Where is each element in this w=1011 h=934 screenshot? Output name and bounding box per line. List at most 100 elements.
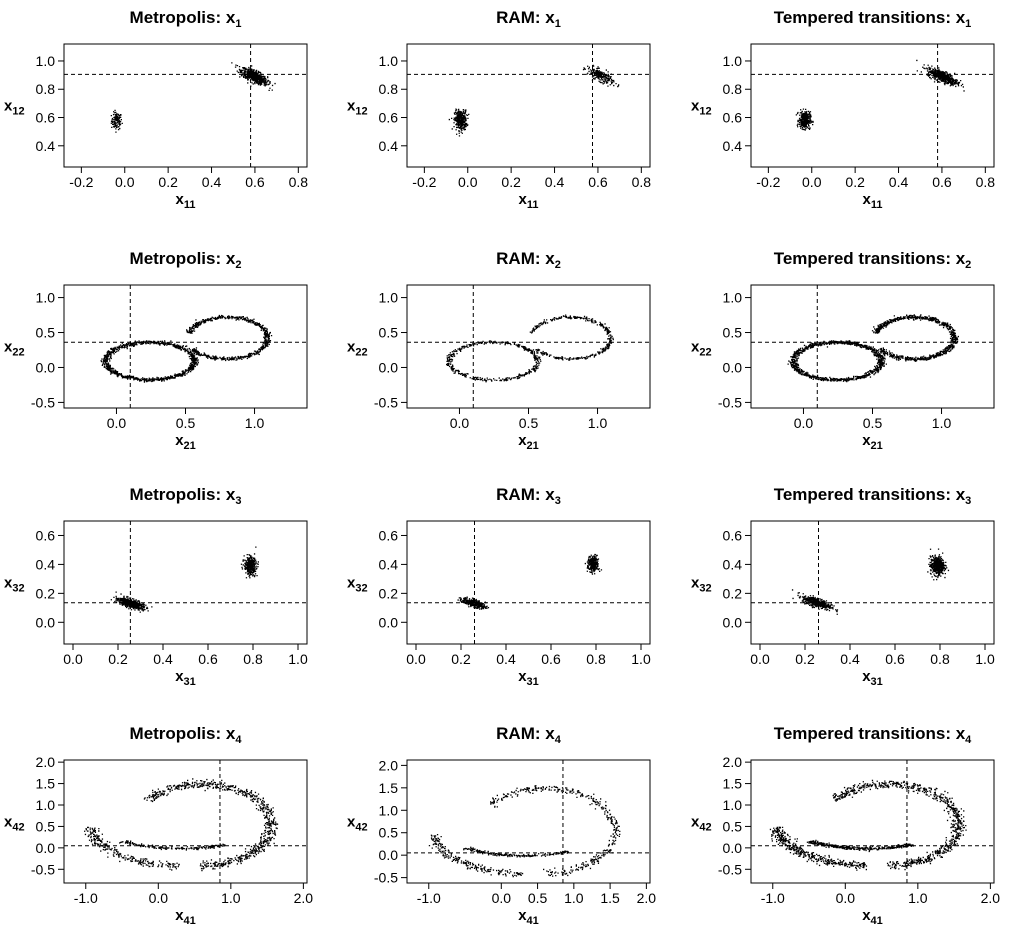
y-tick-label: -0.5 [718, 861, 742, 877]
x-axis-label: x31 [175, 668, 196, 688]
x-axis-label-subscript: 21 [527, 440, 539, 452]
x-tick-label: 1.0 [631, 651, 651, 667]
panel-title: RAM: x2 [496, 249, 561, 271]
scatter-panel: Metropolis: x20.0 0.5 1.0-0.50.00.51.0x21x… [4, 249, 308, 452]
y-axis-label: x42 [347, 814, 368, 834]
y-tick-label: 0.4 [723, 138, 743, 154]
x-tick-label: -0.2 [69, 174, 93, 190]
x-tick-label: 0.0 [492, 890, 512, 906]
x-tick-label: 1.0 [564, 890, 584, 906]
x-tick-label: 0.5 [176, 415, 196, 431]
y-tick-label: 0.0 [36, 614, 56, 630]
scatter-panel: RAM: x30.0 0.2 0.4 0.6 0.8 1.00.00.20.40.6x31… [347, 485, 651, 688]
scatter-panel: RAM: x4 -1.0 0.0 0.5 1.0 1.5 2.0 -0.5 0.0 0.5 1.0 1… [347, 724, 656, 927]
data-points [795, 59, 965, 131]
y-tick-label: 2.0 [36, 754, 56, 770]
x-axis-label-main: x [175, 907, 184, 924]
y-tick-label: 0.0 [36, 840, 56, 856]
panel-title-main: Tempered transitions: x [774, 485, 966, 504]
scatter-point-cloud [791, 548, 950, 615]
y-tick-label: 1.0 [723, 290, 743, 306]
panel-title-subscript: 2 [965, 259, 971, 271]
x-tick-label: 0.8 [930, 651, 950, 667]
scatter-point-cloud [787, 314, 959, 383]
panel-title: Metropolis: x3 [130, 485, 242, 507]
x-axis-label-subscript: 41 [527, 915, 539, 927]
y-axis-label-main: x [4, 814, 13, 831]
x-axis-label: x21 [175, 432, 196, 452]
x-tick-label: 2.0 [637, 890, 657, 906]
x-tick-label: 0.2 [158, 174, 178, 190]
y-axis-label: x22 [691, 339, 712, 359]
scatter-panel: Metropolis: x4 -1.0 0.0 1.0 2.0 -0.5 0.0 0.5 1.0… [4, 724, 313, 927]
scatter-point-cloud [795, 59, 965, 131]
x-axis-label-subscript: 21 [871, 440, 883, 452]
x-tick-label: 0.4 [153, 651, 173, 667]
data-points [110, 546, 259, 613]
y-axis-label: x32 [347, 575, 368, 595]
x-tick-label: 2.0 [294, 890, 314, 906]
scatter-point-cloud [428, 785, 621, 878]
y-axis-label-subscript: 22 [355, 347, 367, 359]
scatter-panel: Metropolis: x1 -0.2 0.0 0.2 0.4 0.6 0.8 0.4 0.6 0… [4, 8, 308, 211]
panel-title-subscript: 1 [555, 18, 561, 30]
panel-title: Tempered transitions: x1 [774, 8, 972, 30]
y-axis-label: x22 [347, 339, 368, 359]
scatter-point-cloud [457, 553, 603, 610]
plot-frame [406, 284, 651, 409]
x-tick-label: 0.0 [450, 415, 470, 431]
x-axis-label: x41 [175, 907, 196, 927]
panel-title-main: RAM: x [496, 485, 555, 504]
x-axis-label: x21 [518, 432, 539, 452]
y-axis-label: x42 [691, 814, 712, 834]
x-axis-label-subscript: 31 [527, 676, 539, 688]
panel-title-subscript: 3 [235, 495, 241, 507]
data-points [791, 548, 950, 615]
y-tick-label: 1.5 [723, 776, 743, 792]
x-axis-label-subscript: 41 [184, 915, 196, 927]
panel-title-subscript: 2 [235, 259, 241, 271]
x-tick-label: 0.6 [885, 651, 905, 667]
x-axis-label-main: x [518, 668, 527, 685]
x-tick-label: 0.0 [458, 174, 478, 190]
panel-title-subscript: 4 [965, 734, 972, 746]
y-axis-label-main: x [691, 339, 700, 356]
data-points [787, 314, 959, 383]
x-tick-label: -0.2 [756, 174, 780, 190]
y-tick-label: 0.2 [723, 585, 743, 601]
scatter-panel: Tempered transitions: x3 0.0 0.2 0.4 0.6 0.8 1… [691, 485, 995, 688]
data-points [428, 785, 621, 878]
x-tick-label: 1.0 [288, 651, 308, 667]
y-axis-label-main: x [691, 575, 700, 592]
x-tick-label: 0.0 [63, 651, 83, 667]
x-tick-label: 0.4 [202, 174, 222, 190]
x-tick-label: 0.0 [115, 174, 135, 190]
panel-title-main: RAM: x [496, 249, 555, 268]
y-tick-label: -0.5 [718, 394, 742, 410]
y-tick-label: 0.6 [379, 527, 399, 543]
panel-title-subscript: 1 [235, 18, 241, 30]
x-tick-label: 0.0 [802, 174, 822, 190]
x-axis-label-main: x [862, 432, 871, 449]
x-tick-label: 0.6 [541, 651, 561, 667]
plot-frame [63, 43, 308, 168]
y-axis-label-main: x [691, 98, 700, 115]
x-tick-label: 0.6 [932, 174, 952, 190]
y-axis-label-main: x [4, 339, 13, 356]
panel-title: Metropolis: x2 [130, 249, 242, 271]
y-tick-label: 1.0 [36, 797, 56, 813]
y-tick-label: 0.0 [379, 614, 399, 630]
scatter-panel: RAM: x1-0.2 0.0 0.2 0.4 0.6 0.80.40.60.81.0x1… [347, 8, 651, 211]
y-tick-label: 1.0 [379, 53, 399, 69]
x-tick-label: 2.0 [981, 890, 1001, 906]
x-axis-label-main: x [176, 191, 185, 208]
y-tick-label: 0.0 [379, 359, 399, 375]
y-tick-label: 0.4 [379, 138, 399, 154]
x-tick-label: 0.5 [528, 890, 548, 906]
x-tick-label: 0.8 [289, 174, 309, 190]
scatter-point-cloud [446, 314, 614, 383]
y-tick-label: 0.0 [36, 359, 56, 375]
panel-title-main: Tempered transitions: x [774, 8, 966, 27]
y-tick-label: 1.0 [723, 53, 743, 69]
